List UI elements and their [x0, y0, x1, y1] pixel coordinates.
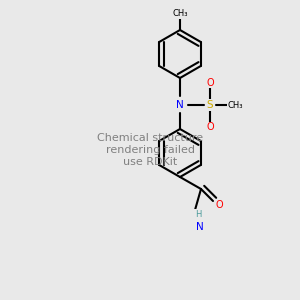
Text: N: N [196, 221, 203, 232]
Text: N: N [176, 100, 184, 110]
Text: H: H [195, 210, 201, 219]
Text: O: O [206, 122, 214, 133]
Text: CH₃: CH₃ [172, 9, 188, 18]
Text: CH₃: CH₃ [228, 100, 243, 109]
Text: Chemical structure
rendering failed
use RDKit: Chemical structure rendering failed use … [97, 134, 203, 166]
Text: O: O [206, 77, 214, 88]
Text: O: O [215, 200, 223, 211]
Text: S: S [207, 100, 213, 110]
